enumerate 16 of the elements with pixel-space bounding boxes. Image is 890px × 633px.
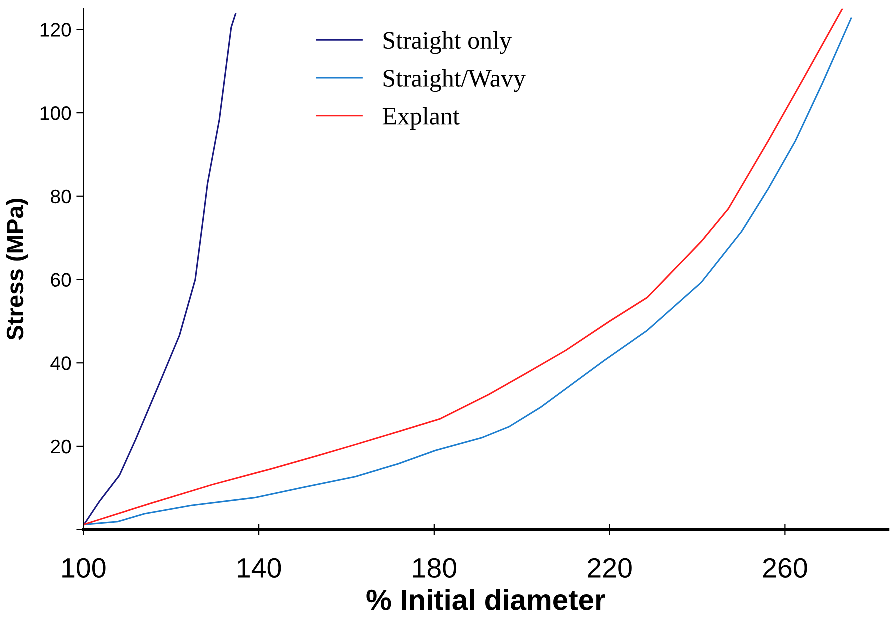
- y-tick-label: 120: [40, 23, 72, 37]
- legend-label: Straight only: [384, 32, 512, 54]
- y-tick-label: 40: [50, 356, 72, 370]
- x-tick-label: 140: [238, 558, 282, 578]
- legend-label: Explant: [382, 107, 460, 130]
- y-tick-label: 100: [40, 106, 72, 120]
- line-series: [84, 13, 237, 526]
- x-tick-label: 260: [763, 558, 808, 578]
- y-axis-title: Stress (MPa): [6, 199, 28, 340]
- y-tick-label: 80: [51, 190, 72, 204]
- x-axis-title: % Initial diameter: [366, 589, 606, 610]
- x-tick-label: 220: [588, 558, 632, 578]
- y-tick-label: 60: [51, 273, 72, 287]
- x-tick-label: 180: [413, 558, 457, 578]
- y-tick-label: 20: [51, 440, 72, 454]
- legend-label: Straight/Wavy: [384, 69, 526, 92]
